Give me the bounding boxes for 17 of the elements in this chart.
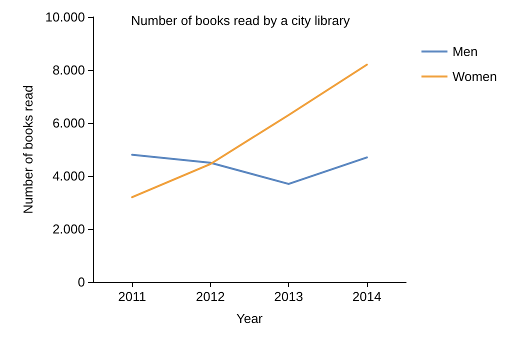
x-tick-label: 2012 [196,289,225,304]
y-axis-title: Number of books read [20,85,36,214]
x-axis-title: Year [236,311,264,326]
line-series [131,154,368,185]
y-tick-label: 8.000 [52,62,85,78]
y-tick-label: 4.000 [52,168,85,184]
x-tick-label: 2013 [274,289,304,304]
x-tick-label: 2014 [352,289,382,304]
y-tick-label: 6.000 [52,116,85,130]
x-tick-label: 2011 [118,289,146,304]
chart-title: Number of books read by a city library [131,13,350,28]
y-tick-label: 10.000 [45,10,85,24]
line-series [131,64,368,198]
y-tick-label: 2.000 [52,222,85,236]
legend-label: Men [452,44,478,59]
y-tick-label: 0 [78,274,85,290]
legend-label: Women [452,69,498,84]
